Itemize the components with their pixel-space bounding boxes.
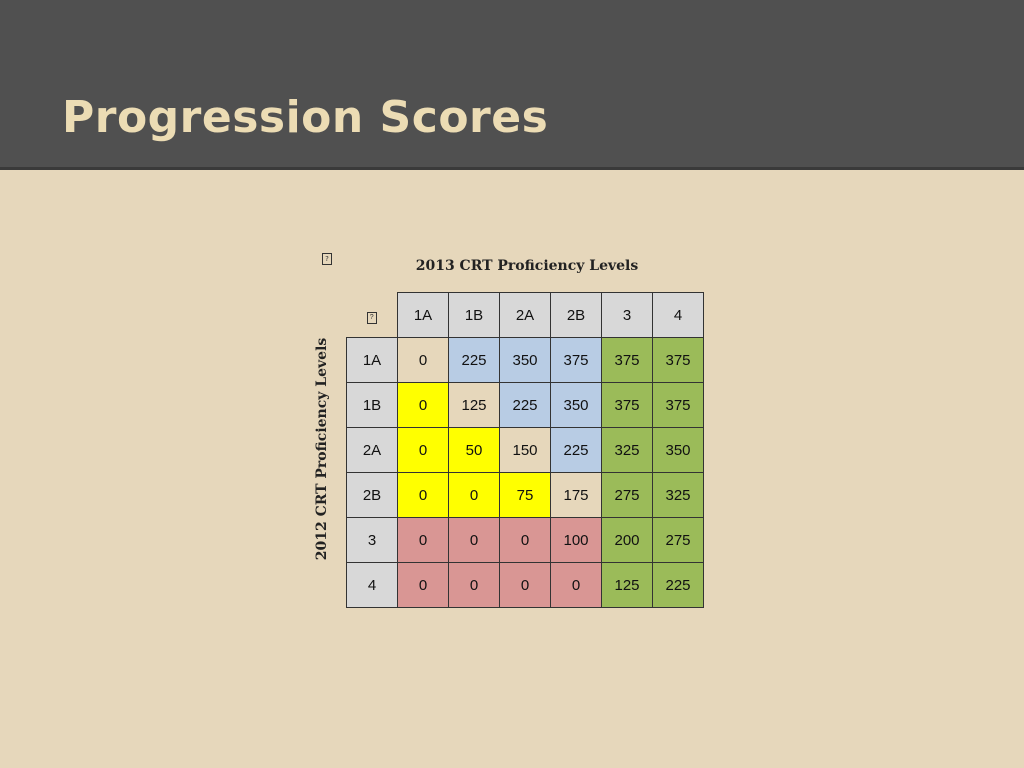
row-header: 2B [346, 472, 398, 518]
score-cell: 375 [652, 382, 704, 428]
row-header: 2A [346, 427, 398, 473]
score-cell: 0 [397, 517, 449, 563]
progression-table: ? 1A 1B 2A 2B 3 4 1A 0 225 350 375 375 375 1B 0 125 225… [346, 292, 704, 608]
score-cell: 0 [499, 562, 551, 608]
row-header: 1A [346, 337, 398, 383]
row-axis-label: 2012 CRT Proficiency Levels [314, 337, 330, 561]
score-cell: 75 [499, 472, 551, 518]
corner-cell: ? [347, 293, 398, 338]
score-cell: 0 [397, 562, 449, 608]
table-row: 4 0 0 0 0 125 225 [346, 562, 704, 608]
score-cell: 0 [550, 562, 602, 608]
score-cell: 0 [397, 427, 449, 473]
score-cell: 175 [550, 472, 602, 518]
score-cell: 225 [550, 427, 602, 473]
score-cell: 325 [601, 427, 653, 473]
column-header: 3 [601, 292, 653, 338]
score-cell: 350 [550, 382, 602, 428]
score-cell: 275 [652, 517, 704, 563]
score-cell: 0 [448, 517, 500, 563]
column-header: 2A [499, 292, 551, 338]
table-row: 1B 0 125 225 350 375 375 [346, 382, 704, 428]
missing-glyph-icon: ? [366, 311, 377, 324]
table-row: 3 0 0 0 100 200 275 [346, 517, 704, 563]
slide-title: Progression Scores [62, 92, 549, 143]
column-header: 2B [550, 292, 602, 338]
table-row: 2B 0 0 75 175 275 325 [346, 472, 704, 518]
score-cell: 0 [397, 337, 449, 383]
column-axis-label: 2013 CRT Proficiency Levels [415, 258, 639, 274]
score-cell: 125 [448, 382, 500, 428]
score-cell: 0 [397, 472, 449, 518]
score-cell: 50 [448, 427, 500, 473]
score-cell: 150 [499, 427, 551, 473]
score-cell: 375 [601, 382, 653, 428]
column-header: 1B [448, 292, 500, 338]
score-cell: 0 [397, 382, 449, 428]
missing-glyph-icon: ? [322, 253, 332, 265]
title-bar: Progression Scores [0, 0, 1024, 170]
row-header: 1B [346, 382, 398, 428]
header-row: ? 1A 1B 2A 2B 3 4 [347, 292, 704, 338]
score-cell: 275 [601, 472, 653, 518]
score-cell: 375 [652, 337, 704, 383]
score-cell: 375 [550, 337, 602, 383]
column-header: 1A [397, 292, 449, 338]
score-cell: 125 [601, 562, 653, 608]
row-header: 3 [346, 517, 398, 563]
score-cell: 0 [448, 562, 500, 608]
score-cell: 225 [499, 382, 551, 428]
column-header: 4 [652, 292, 704, 338]
score-cell: 350 [652, 427, 704, 473]
score-cell: 225 [652, 562, 704, 608]
score-cell: 100 [550, 517, 602, 563]
score-cell: 0 [499, 517, 551, 563]
score-cell: 325 [652, 472, 704, 518]
score-cell: 200 [601, 517, 653, 563]
row-header: 4 [346, 562, 398, 608]
score-cell: 375 [601, 337, 653, 383]
score-cell: 0 [448, 472, 500, 518]
score-cell: 225 [448, 337, 500, 383]
table-row: 2A 0 50 150 225 325 350 [346, 427, 704, 473]
table-row: 1A 0 225 350 375 375 375 [346, 337, 704, 383]
score-cell: 350 [499, 337, 551, 383]
